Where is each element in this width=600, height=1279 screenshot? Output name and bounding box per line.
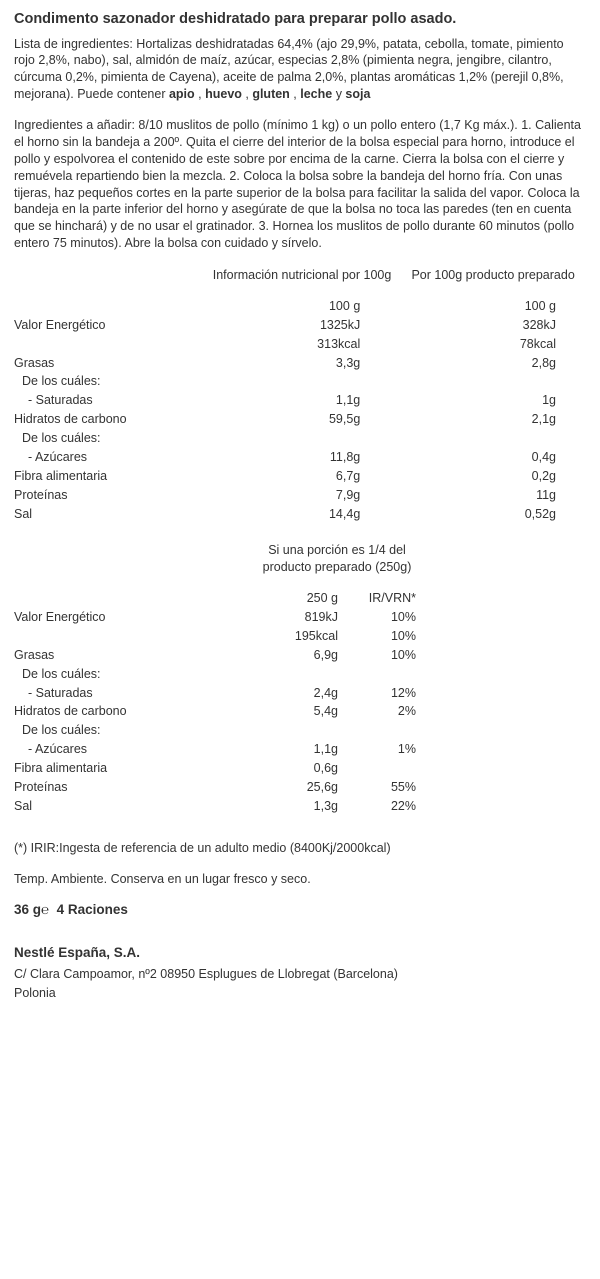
table-row: - Azúcares1,1g1%	[14, 740, 416, 759]
nut1-basis-left: 100 g	[204, 297, 400, 316]
nut2-basis: 250 g	[258, 589, 346, 608]
table-row: Fibra alimentaria6,7g0,2g	[14, 467, 586, 486]
weight-servings: 36 g℮ 4 Raciones	[14, 901, 586, 919]
nutrition-table-per-portion: Si una porción es 1/4 del producto prepa…	[14, 541, 416, 815]
nut1-header-right: Por 100g producto preparado	[400, 266, 586, 285]
table-row: - Saturadas2,4g12%	[14, 684, 416, 703]
nutrition-table-per-100g: Información nutricional por 100g Por 100…	[14, 266, 586, 523]
table-row: Proteínas7,9g11g	[14, 486, 586, 505]
company-address: C/ Clara Campoamor, nº2 08950 Esplugues …	[14, 966, 586, 983]
preparation-instructions: Ingredientes a añadir: 8/10 muslitos de …	[14, 117, 586, 252]
table-row: Valor Energético1325kJ328kJ	[14, 316, 586, 335]
table-row: Hidratos de carbono5,4g2%	[14, 702, 416, 721]
table-row: Grasas3,3g2,8g	[14, 354, 586, 373]
table-row: - Saturadas1,1g1g	[14, 391, 586, 410]
company-name: Nestlé España, S.A.	[14, 944, 586, 962]
country-of-origin: Polonia	[14, 985, 586, 1002]
nut1-header-left: Información nutricional por 100g	[204, 266, 400, 285]
table-row: De los cuáles:	[14, 372, 586, 391]
table-row: De los cuáles:	[14, 721, 416, 740]
table-row: Valor Energético819kJ10%	[14, 608, 416, 627]
table-row: Fibra alimentaria0,6g	[14, 759, 416, 778]
table-row: Sal14,4g0,52g	[14, 505, 586, 524]
table-row: 313kcal78kcal	[14, 335, 586, 354]
nut2-ir-header: IR/VRN*	[346, 589, 416, 608]
table-row: 195kcal10%	[14, 627, 416, 646]
table-row: - Azúcares11,8g0,4g	[14, 448, 586, 467]
table-row: Proteínas25,6g55%	[14, 778, 416, 797]
ingredients-list: Lista de ingredientes: Hortalizas deshid…	[14, 36, 586, 104]
table-row: Grasas6,9g10%	[14, 646, 416, 665]
product-title: Condimento sazonador deshidratado para p…	[14, 10, 586, 30]
nut2-header: Si una porción es 1/4 del producto prepa…	[258, 541, 416, 577]
table-row: Hidratos de carbono59,5g2,1g	[14, 410, 586, 429]
table-row: De los cuáles:	[14, 429, 586, 448]
table-row: Sal1,3g22%	[14, 797, 416, 816]
nut1-basis-right: 100 g	[400, 297, 586, 316]
storage-instructions: Temp. Ambiente. Conserva en un lugar fre…	[14, 871, 586, 888]
ir-footnote: (*) IRIR:Ingesta de referencia de un adu…	[14, 840, 586, 857]
table-row: De los cuáles:	[14, 665, 416, 684]
